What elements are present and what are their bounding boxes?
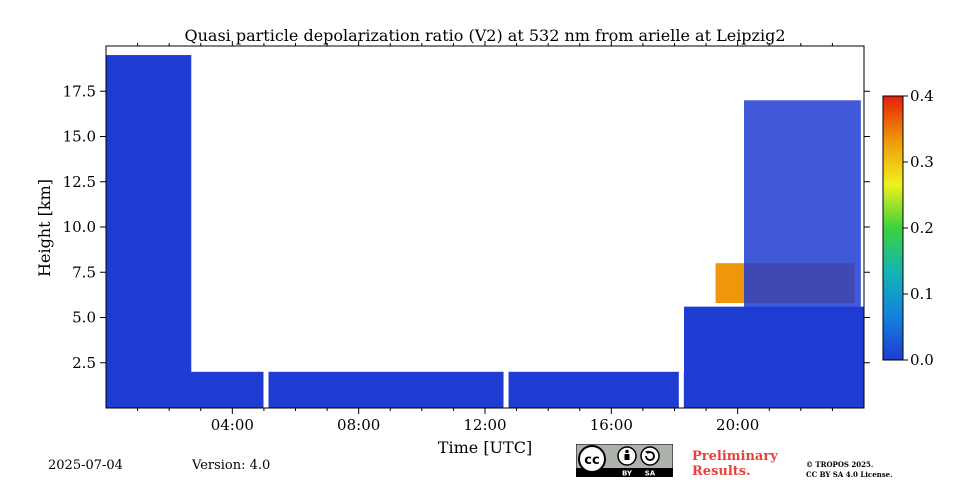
copyright-line1: © TROPOS 2025.: [806, 460, 874, 469]
copyright-note: © TROPOS 2025. CC BY SA 4.0 License.: [806, 460, 946, 480]
chart-title: Quasi particle depolarization ratio (V2)…: [184, 26, 785, 45]
y-tick-label: 10.0: [63, 218, 96, 236]
colorbar-scale: [882, 95, 904, 361]
y-tick-label: 12.5: [63, 173, 96, 191]
y-tick-label: 7.5: [72, 263, 96, 281]
colorbar-tick-label: 0.3: [910, 153, 934, 171]
y-tick-label: 15.0: [63, 128, 96, 146]
colorbar: 0.0 0.1 0.2 0.3 0.4: [882, 87, 934, 369]
cc-icon: cc: [578, 445, 606, 473]
svg-text:cc: cc: [584, 453, 599, 468]
data-gap: [263, 46, 269, 408]
preliminary-note: Preliminary Results.: [692, 449, 802, 479]
plot-area: [105, 45, 865, 409]
preliminary-line2: Results.: [692, 464, 751, 479]
colorbar-tick-label: 0.1: [910, 285, 934, 303]
colorbar-tick-label: 0.2: [910, 219, 934, 237]
x-tick-label: 12:00: [463, 416, 506, 434]
x-axis: 04:00 08:00 12:00 16:00 20:00: [137, 41, 833, 434]
colorbar-tick-label: 0.0: [910, 351, 934, 369]
preliminary-line1: Preliminary: [692, 449, 778, 464]
data-gaps: [263, 46, 684, 408]
heatmap-region-aerosol-layer: [106, 55, 192, 409]
x-axis-label: Time [UTC]: [438, 438, 532, 457]
y-tick-label: 2.5: [72, 354, 96, 372]
cc-license-badge: cc BY SA: [576, 444, 673, 477]
version-label: Version: 4.0: [192, 458, 271, 473]
x-tick-label: 20:00: [716, 416, 759, 434]
date-label: 2025-07-04: [48, 458, 123, 473]
heatmap-region-boundary-layer: [683, 306, 864, 408]
y-axis-label: Height [km]: [35, 179, 54, 277]
x-tick-label: 08:00: [337, 416, 380, 434]
x-tick-label: 04:00: [211, 416, 254, 434]
colorbar-tick-label: 0.4: [910, 87, 934, 105]
data-gap: [678, 46, 684, 408]
heatmap-regions: [106, 55, 864, 409]
cc-sa-label: SA: [645, 470, 656, 478]
y-tick-label: 5.0: [72, 309, 96, 327]
heatmap-region-cirrus: [743, 100, 861, 309]
by-icon: [617, 446, 637, 466]
y-tick-label: 17.5: [63, 82, 96, 100]
sa-icon: [640, 446, 660, 466]
y-axis: 2.5 5.0 7.5 10.0 12.5 15.0 17.5: [63, 82, 870, 372]
x-tick-label: 16:00: [590, 416, 633, 434]
data-gap: [503, 46, 509, 408]
cc-by-label: BY: [622, 470, 633, 478]
copyright-line2: CC BY SA 4.0 License.: [806, 470, 893, 479]
